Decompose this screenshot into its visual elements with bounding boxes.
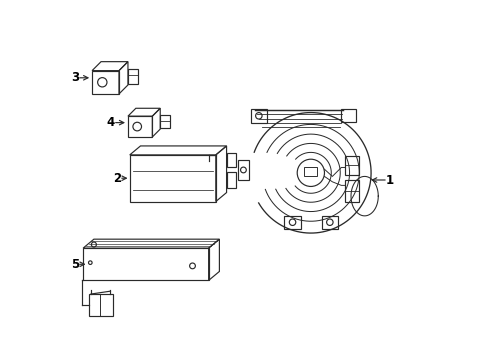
Text: 3: 3 [71, 71, 79, 84]
Text: 4: 4 [106, 116, 115, 129]
Text: 5: 5 [70, 258, 79, 271]
Text: 2: 2 [112, 172, 121, 185]
Text: 1: 1 [386, 174, 393, 186]
